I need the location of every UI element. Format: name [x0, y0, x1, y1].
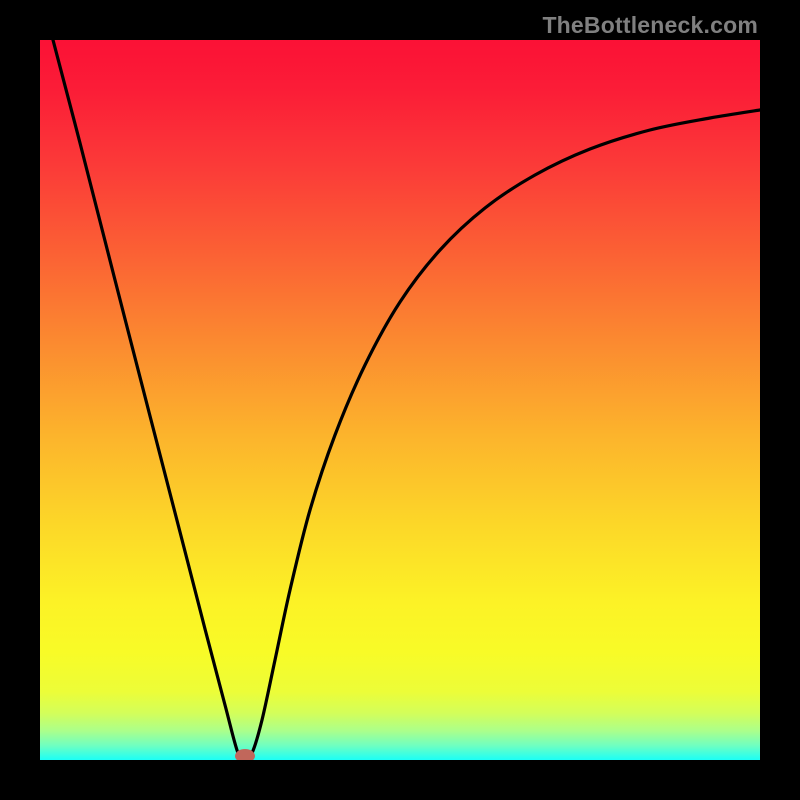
bottleneck-curve — [40, 40, 760, 760]
plot-area — [40, 40, 760, 760]
watermark-label: TheBottleneck.com — [542, 12, 758, 39]
chart-frame: TheBottleneck.com — [0, 0, 800, 800]
